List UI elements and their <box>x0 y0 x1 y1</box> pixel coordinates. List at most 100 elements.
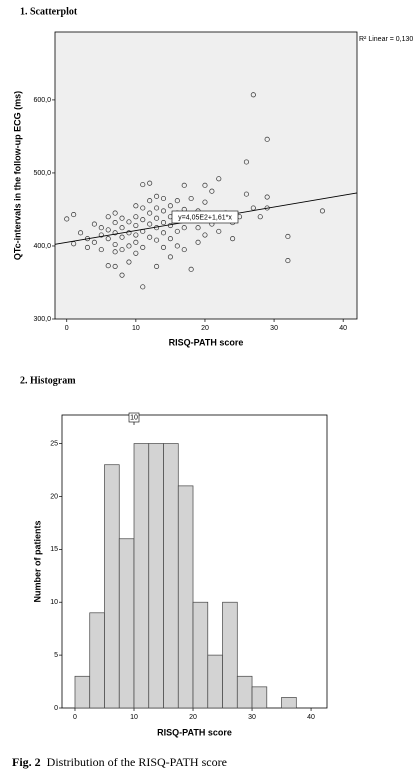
histogram-bar <box>89 612 105 709</box>
scatter-point <box>257 214 263 220</box>
scatter-point <box>78 230 84 236</box>
scatter-point <box>91 239 97 245</box>
scatter-point <box>285 258 291 264</box>
scatter-point <box>140 205 146 211</box>
scatter-point <box>154 263 160 269</box>
marker-box <box>128 412 140 423</box>
y-tick-label: 0 <box>54 705 58 712</box>
x-axis-label: RISQ-PATH score <box>169 337 244 347</box>
scatter-point <box>112 230 118 236</box>
scatter-point <box>285 233 291 240</box>
scatter-point <box>119 272 125 278</box>
histogram-bar <box>148 443 164 709</box>
histogram-bar <box>281 697 297 709</box>
scatter-point <box>119 247 125 253</box>
scatter-point <box>188 195 194 202</box>
scatter-point <box>133 232 139 238</box>
scatter-point <box>202 199 208 205</box>
caption-label: Fig. 2 <box>12 755 41 769</box>
histogram-bar <box>118 538 135 709</box>
fit-label: y=4,05E2+1,61*x <box>178 214 232 221</box>
histogram-bar <box>207 654 223 709</box>
scatter-point <box>167 222 173 229</box>
scatter-point <box>119 234 125 240</box>
scatter-point <box>209 188 215 194</box>
scatter-point <box>188 266 194 272</box>
scatter-point <box>112 263 118 269</box>
scatter-point <box>133 239 139 245</box>
y-tick-label: 15 <box>50 546 58 553</box>
scatter-point <box>133 250 139 256</box>
scatter-point <box>105 227 111 233</box>
x-tick-label: 0 <box>65 325 69 332</box>
scatter-point <box>112 241 118 248</box>
scatter-point <box>126 243 132 249</box>
scatter-point <box>174 243 180 249</box>
scatter-point <box>181 182 187 188</box>
scatter-point <box>195 225 201 231</box>
scatter-point <box>105 214 111 220</box>
y-tick-label: 5 <box>54 652 58 659</box>
scatter-point <box>154 215 160 221</box>
x-tick-label: 40 <box>307 714 315 721</box>
scatter-point <box>174 228 180 234</box>
scatter-point <box>140 284 146 290</box>
x-tick-label: 20 <box>189 714 197 721</box>
scatter-point <box>64 216 70 222</box>
x-tick-label: 30 <box>248 714 256 721</box>
histogram-bar <box>133 443 150 709</box>
scatter-point <box>133 214 139 220</box>
chart-title: 2. Histogram <box>20 375 76 386</box>
histogram-bar <box>177 485 194 709</box>
scatter-point <box>181 247 187 253</box>
scatter-point <box>71 212 77 218</box>
scatter-point <box>126 219 132 225</box>
plot-area <box>54 31 358 320</box>
caption: Fig. 2 Distribution of the RISQ-PATH scor… <box>12 755 227 769</box>
scatter-point <box>160 195 167 202</box>
scatter-point <box>112 249 118 255</box>
y-tick-label: 20 <box>50 493 58 500</box>
scatter-point <box>230 236 236 242</box>
y-axis-label: QTc-intervals in the follow-up ECG (ms) <box>12 91 22 260</box>
scatter-point <box>98 225 104 231</box>
scatter-point <box>119 215 125 221</box>
scatter-point <box>167 203 173 209</box>
scatter-point <box>98 232 104 238</box>
histogram-bar <box>104 464 120 709</box>
scatter-point <box>84 244 91 250</box>
scatter-point <box>202 182 208 188</box>
scatter-point <box>105 263 111 269</box>
scatter-point <box>154 205 160 211</box>
y-tick-label: 400,0 <box>33 243 51 250</box>
scatter-point <box>195 239 201 245</box>
x-axis-label: RISQ-PATH score <box>157 727 232 737</box>
scatter-point <box>140 182 146 188</box>
x-tick-label: 20 <box>201 325 209 332</box>
scatter-point <box>319 208 325 214</box>
scatter-point <box>160 244 167 250</box>
scatter-point <box>140 244 146 250</box>
y-tick-label: 25 <box>50 440 58 447</box>
scatter-point <box>140 217 146 223</box>
scatter-point <box>154 193 160 199</box>
chart-title: 1. Scatterplot <box>20 6 78 17</box>
scatter-point <box>105 236 111 242</box>
scatter-point <box>147 221 153 227</box>
scatter-point <box>112 220 118 226</box>
y-axis-label: Number of patients <box>32 520 42 602</box>
scatter-point <box>174 198 180 204</box>
scatter-point <box>160 220 167 226</box>
y-tick-label: 500,0 <box>33 170 51 177</box>
scatter-point <box>112 210 118 216</box>
scatter-point <box>154 237 160 243</box>
marker-label: 10 <box>130 414 138 421</box>
x-tick-label: 30 <box>270 325 278 332</box>
scatter-point <box>264 136 270 142</box>
scatter-point <box>147 180 153 186</box>
histogram-bar <box>192 601 209 709</box>
x-tick-label: 10 <box>130 714 138 721</box>
scatter-point <box>202 232 208 238</box>
scatter-point <box>243 191 249 197</box>
fit-label-box <box>171 210 239 224</box>
